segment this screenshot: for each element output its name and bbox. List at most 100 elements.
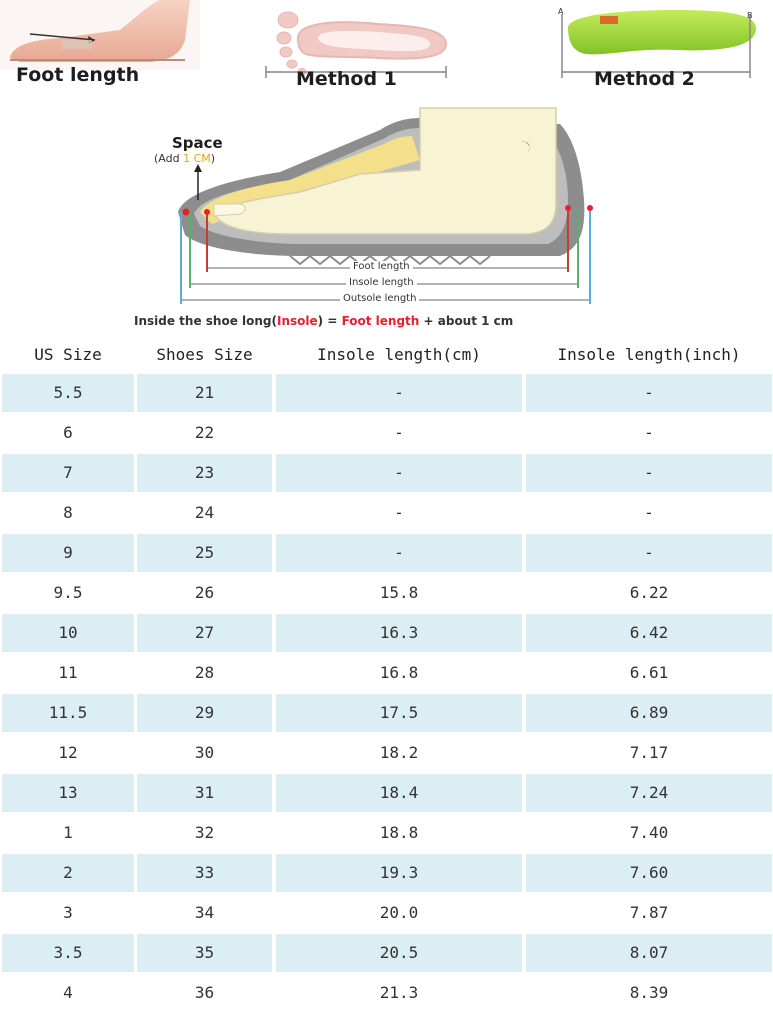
shoes-size-cell: 25 [137,534,272,572]
shoes-size-cell: 30 [194,743,215,762]
shoes-size-cell: 28 [194,663,215,682]
shoes-size-cell: 36 [194,983,215,1002]
size-chart-table: US Size Shoes Size Insole length(cm) Ins… [0,338,773,1012]
insole-cm-cell: 17.5 [276,694,522,732]
insole-inch-cell: 7.40 [629,823,669,842]
insole-inch-cell: 6.42 [526,614,772,652]
formula-foot-length: Foot length [341,314,420,328]
shoes-size-cell: 21 [137,374,272,412]
insole-inch-cell: 8.39 [629,983,669,1002]
insole-cm-cell: 20.5 [276,934,522,972]
us-size-cell: 10 [2,614,134,652]
shoes-size-cell: 35 [137,934,272,972]
insole-inch-cell: - [526,374,772,412]
outsole-length-measure-label: Outsole length [340,293,420,304]
insole-cm-cell: - [276,374,522,412]
insole-cm-cell: 20.0 [379,903,419,922]
insole-cm-cell: 15.8 [379,583,419,602]
insole-cm-cell: 21.3 [379,983,419,1002]
shoes-size-cell: 23 [137,454,272,492]
shoe-fit-diagram: Space (Add 1 CM) Foot length Insole leng… [0,100,773,338]
insole-inch-cell: - [526,534,772,572]
shoes-size-cell: 34 [194,903,215,922]
insole-inch-cell: 6.89 [526,694,772,732]
table-row: 9.5 26 15.8 6.22 [0,572,773,612]
table-row: 6 22 - - [0,412,773,452]
formula-middle: ) = [317,314,342,328]
insole-cm-cell: 18.2 [379,743,419,762]
insole-illustration: A B [558,7,756,78]
table-row: 7 23- - [0,452,773,492]
formula-insole: Insole [277,314,318,328]
shoes-size-cell: 29 [137,694,272,732]
shoe-cross-section [178,107,593,304]
us-size-cell: 3 [63,903,73,922]
shoes-size-cell: 27 [137,614,272,652]
us-size-cell: 9.5 [53,583,83,602]
method-1-panel: Method 1 [258,0,458,100]
formula-prefix: Inside the shoe long( [134,314,277,328]
header-insole-inch: Insole length(inch) [557,345,741,364]
add-space-note: (Add 1 CM) [154,152,215,165]
insole-cm-cell: - [276,454,522,492]
table-body: 5.5 21- -6 22- -7 23- -8 24- -9 25- -9.5 26 15.8 6.22… [0,372,773,1012]
us-size-cell: 6 [63,423,73,442]
insole-cm-cell: 18.8 [379,823,419,842]
insole-cm-cell: - [276,534,522,572]
add-value: 1 CM [183,152,211,165]
foot-length-label: Foot length [16,64,140,86]
table-row: 12 30 18.2 7.17 [0,732,773,772]
foot-length-measure-label: Foot length [350,261,413,272]
table-header: US Size Shoes Size Insole length(cm) Ins… [0,338,773,372]
shoes-size-cell: 24 [194,503,215,522]
insole-inch-cell: - [644,423,654,442]
insole-inch-cell: 7.17 [629,743,669,762]
table-row: 2 33 19.3 7.60 [0,852,773,892]
header-us-size: US Size [34,345,102,364]
shoes-size-cell: 32 [194,823,215,842]
us-size-cell: 12 [58,743,78,762]
fit-formula: Inside the shoe long(Insole) = Foot leng… [134,314,513,328]
foot-side-illustration [0,0,200,70]
shoes-size-cell: 26 [194,583,215,602]
method-2-label: Method 2 [594,68,695,90]
shoes-size-cell: 33 [137,854,272,892]
table-row: 4 36 21.3 8.39 [0,972,773,1012]
us-size-cell: 11 [58,663,78,682]
us-size-cell: 11.5 [2,694,134,732]
us-size-cell: 9 [2,534,134,572]
add-prefix: (Add [154,152,184,165]
formula-suffix: + about 1 cm [419,314,514,328]
insole-cm-cell: 18.4 [276,774,522,812]
method-2-panel: A B Method 2 [556,0,773,100]
us-size-cell: 3.5 [2,934,134,972]
insole-length-measure-label: Insole length [346,277,417,288]
us-size-cell: 5.5 [2,374,134,412]
shoes-size-cell: 31 [137,774,272,812]
table-row: 13 31 18.4 7.24 [0,772,773,812]
us-size-cell: 7 [2,454,134,492]
insole-cm-cell: - [394,503,404,522]
us-size-cell: 13 [2,774,134,812]
insole-inch-cell: 6.61 [629,663,669,682]
insole-inch-cell: - [526,454,772,492]
insole-inch-cell: 7.60 [526,854,772,892]
table-row: 9 25- - [0,532,773,572]
add-suffix: ) [210,152,216,165]
measurement-methods-strip: Foot length Method 1 [0,0,773,100]
table-row: 3 34 20.0 7.87 [0,892,773,932]
us-size-cell: 4 [63,983,73,1002]
header-shoes-size: Shoes Size [156,345,253,364]
insole-cm-cell: - [394,423,404,442]
method-1-label: Method 1 [296,68,397,90]
insole-cm-cell: 16.3 [276,614,522,652]
insole-inch-cell: 7.24 [526,774,772,812]
insole-cm-cell: 16.8 [379,663,419,682]
insole-end-b-label: B [747,11,753,20]
insole-inch-cell: 7.87 [629,903,669,922]
space-label: Space [172,134,223,152]
table-row: 1 32 18.8 7.40 [0,812,773,852]
insole-inch-cell: 8.07 [526,934,772,972]
table-row: 3.5 35 20.5 8.07 [0,932,773,972]
insole-cm-cell: 19.3 [276,854,522,892]
